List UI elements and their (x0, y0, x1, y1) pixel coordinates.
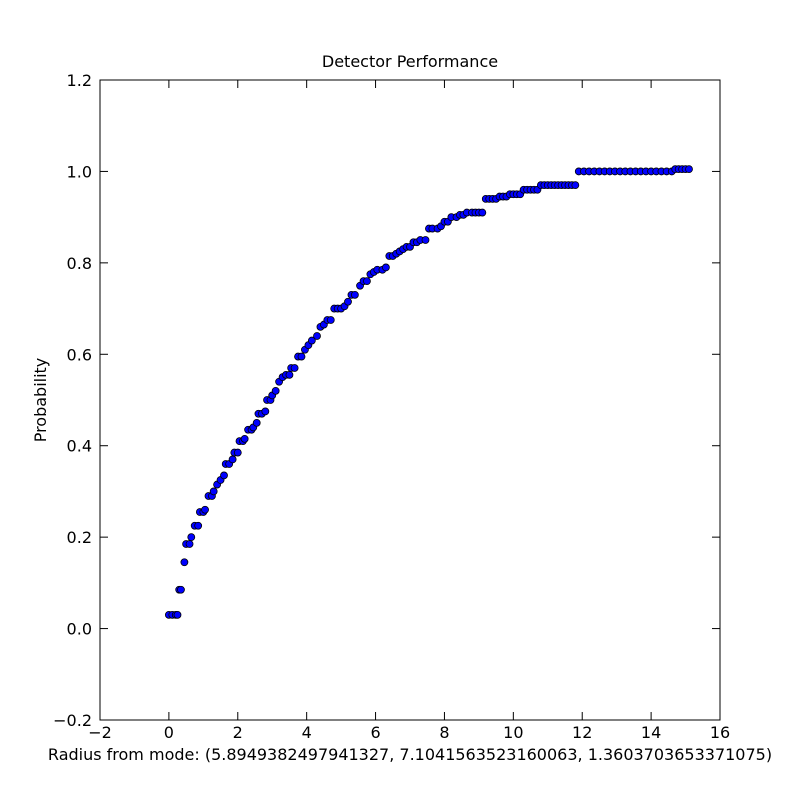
point (290, 364, 299, 372)
plot-frame (99, 79, 721, 721)
y-tick-label: −0.2 (53, 711, 92, 730)
y-tick-label: 0.8 (67, 254, 92, 273)
point (201, 505, 209, 514)
point (271, 386, 280, 395)
point (685, 165, 693, 174)
point (326, 316, 335, 324)
point (344, 297, 352, 306)
point (173, 610, 182, 619)
y-tick-label: 0.2 (67, 528, 92, 547)
point (240, 434, 249, 443)
point (187, 533, 196, 542)
point (220, 471, 228, 480)
point (381, 263, 390, 272)
y-tick-label: 0.6 (67, 345, 92, 364)
point (233, 448, 242, 457)
point (285, 370, 294, 379)
x-tick-label: 4 (302, 723, 312, 742)
point (478, 208, 487, 217)
x-axis-label: Radius from mode: (5.8949382497941327, 7… (48, 745, 772, 764)
point (261, 407, 270, 416)
point (297, 352, 306, 361)
point (180, 558, 189, 567)
point (252, 418, 261, 427)
point (185, 540, 194, 548)
y-axis-label: Probability (31, 358, 50, 443)
x-tick-label: 2 (233, 723, 243, 742)
x-tick-label: 0 (164, 723, 174, 742)
point (307, 336, 316, 345)
point (571, 181, 580, 190)
x-tick-label: 14 (641, 723, 661, 742)
point (228, 455, 237, 464)
point (313, 332, 321, 340)
point (421, 236, 430, 244)
x-tick-label: 8 (439, 723, 449, 742)
point (350, 290, 359, 299)
chart-title: Detector Performance (322, 52, 498, 71)
point (177, 585, 185, 594)
point (363, 277, 371, 286)
x-tick-label: 6 (370, 723, 380, 742)
y-tick-label: 1.0 (67, 162, 92, 181)
x-tick-label: −2 (88, 723, 112, 742)
point (209, 487, 218, 496)
point (194, 521, 203, 530)
y-tick-label: 0.0 (67, 620, 92, 639)
y-tick-label: 1.2 (67, 71, 92, 90)
y-tick-label: 0.4 (67, 437, 92, 456)
x-tick-label: 16 (710, 723, 730, 742)
x-tick-label: 10 (503, 723, 523, 742)
x-tick-label: 12 (572, 723, 592, 742)
